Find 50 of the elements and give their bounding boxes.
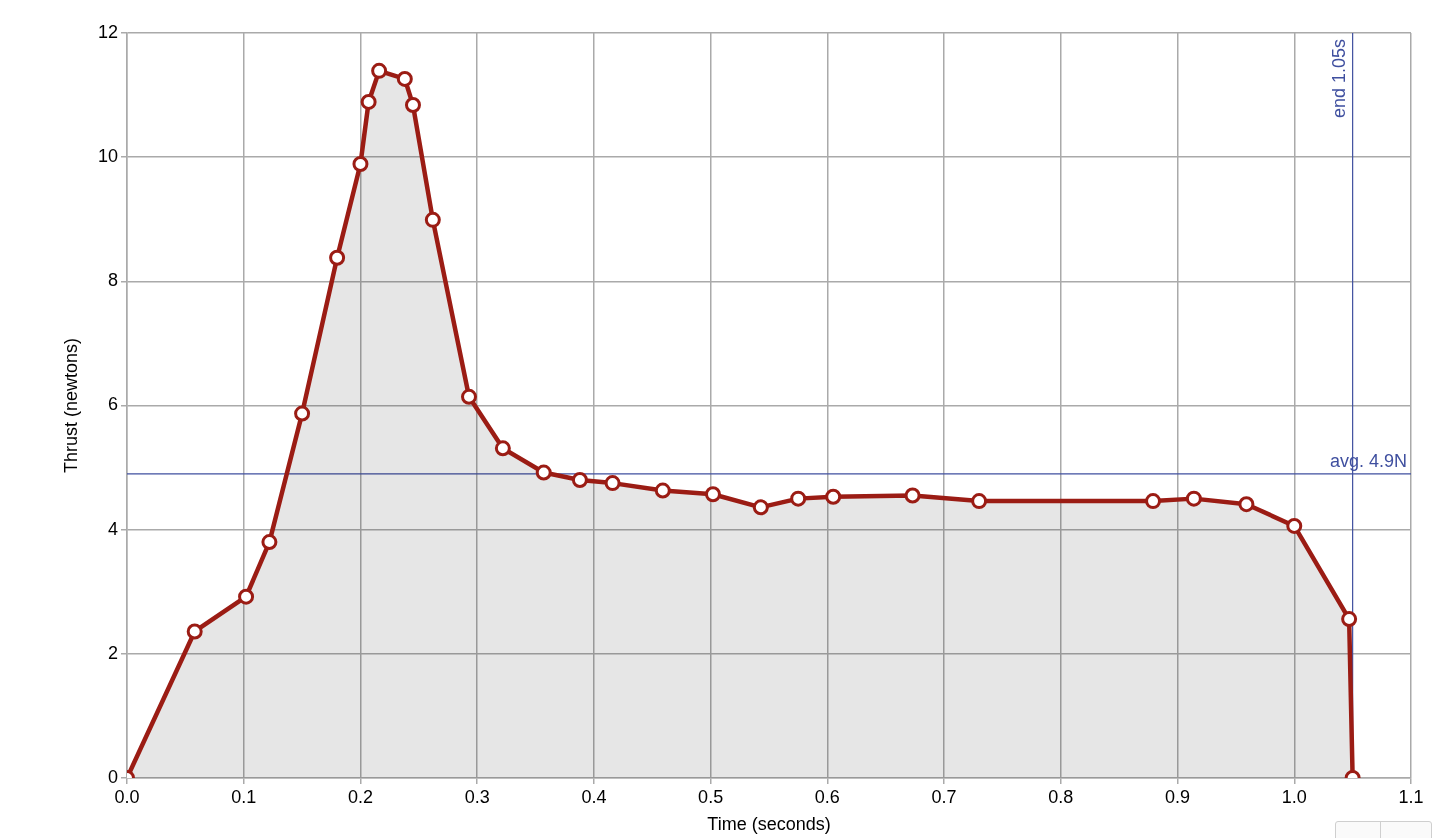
ref-line-label: end 1.05s [1328,39,1349,119]
point [971,493,988,510]
y-tick-label: 4 [107,518,118,539]
x-tick-label: 0.2 [347,786,373,807]
point [329,249,346,266]
point [1286,517,1303,534]
point [535,464,552,481]
y-tick-label: 8 [107,270,118,291]
y-tick-label: 0 [107,766,118,787]
x-tick-label: 0.5 [698,786,724,807]
point [1185,490,1202,507]
y-axis-title: Thrust (newtons) [60,337,81,474]
point [186,623,203,640]
point [1145,493,1162,510]
point [360,93,377,110]
point [825,488,842,505]
point [352,156,369,172]
point [904,487,921,504]
y-tick-label: 6 [107,394,118,415]
x-tick-label: 0.1 [231,786,257,807]
point [604,475,621,492]
point [704,486,721,503]
x-tick-label: 0.7 [931,786,957,807]
y-tick-label: 12 [97,21,118,42]
y-tick-label: 10 [97,146,118,167]
x-tick-label: 0.8 [1048,786,1074,807]
point [238,588,255,605]
x-tick-label: 0.3 [464,786,490,807]
point [571,472,588,488]
x-axis-title: Time (seconds) [707,814,831,835]
point [1341,611,1358,628]
point [261,534,278,551]
x-tick-label: 1.1 [1398,786,1424,807]
point [371,62,388,79]
point [752,499,769,516]
point [654,482,671,499]
point [404,97,421,114]
x-tick-label: 0.4 [581,786,607,807]
point [424,211,441,228]
point [494,440,511,457]
x-tick-label: 0.6 [814,786,840,807]
point [461,388,478,405]
y-tick-label: 2 [107,642,118,663]
point [396,70,413,87]
x-tick-label: 0.0 [114,786,140,807]
point [790,490,807,507]
point [294,405,311,422]
x-tick-label: 0.9 [1165,786,1191,807]
point [1238,496,1255,513]
x-tick-label: 1.0 [1281,786,1307,807]
